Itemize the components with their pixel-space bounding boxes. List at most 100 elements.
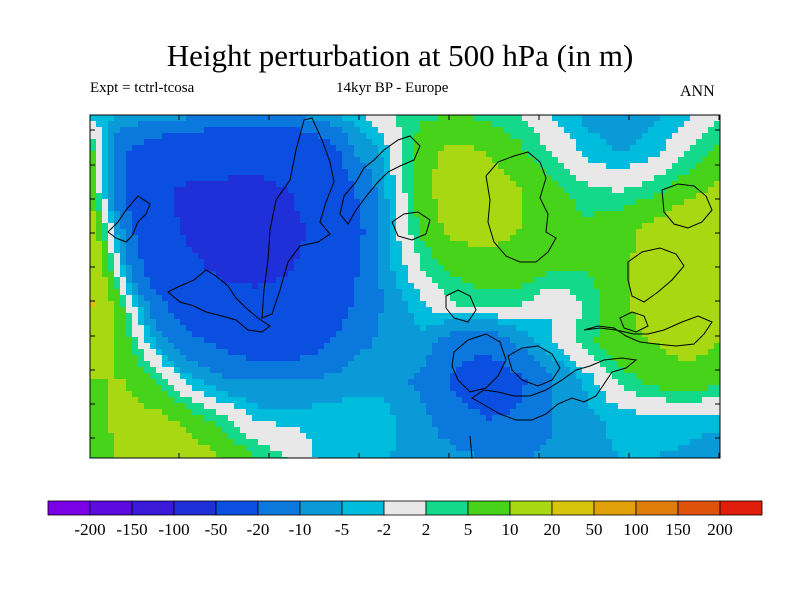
- field-cell: [120, 355, 127, 362]
- field-cell: [366, 229, 373, 236]
- field-cell: [426, 349, 433, 356]
- field-cell: [288, 193, 295, 200]
- field-cell: [432, 193, 439, 200]
- field-cell: [258, 271, 265, 278]
- field-cell: [270, 169, 277, 176]
- field-cell: [126, 199, 133, 206]
- field-cell: [564, 355, 571, 362]
- field-cell: [486, 145, 493, 152]
- field-cell: [138, 325, 145, 332]
- field-cell: [120, 343, 127, 350]
- field-cell: [492, 301, 499, 308]
- field-cell: [264, 247, 271, 254]
- field-cell: [564, 295, 571, 302]
- field-cell: [492, 349, 499, 356]
- field-cell: [372, 361, 379, 368]
- field-cell: [96, 349, 103, 356]
- field-cell: [246, 115, 253, 122]
- field-cell: [672, 223, 679, 230]
- field-cell: [462, 223, 469, 230]
- field-cell: [126, 163, 133, 170]
- field-cell: [186, 175, 193, 182]
- field-cell: [120, 295, 127, 302]
- field-cell: [174, 277, 181, 284]
- field-cell: [708, 199, 715, 206]
- field-cell: [558, 307, 565, 314]
- field-cell: [348, 355, 355, 362]
- field-cell: [222, 211, 229, 218]
- field-cell: [414, 151, 421, 158]
- field-cell: [270, 337, 277, 344]
- field-cell: [402, 145, 409, 152]
- field-cell: [582, 241, 589, 248]
- field-cell: [354, 175, 361, 182]
- field-cell: [492, 391, 499, 398]
- field-cell: [372, 187, 379, 194]
- field-cell: [276, 253, 283, 260]
- field-cell: [594, 385, 601, 392]
- field-cell: [522, 133, 529, 140]
- field-cell: [588, 211, 595, 218]
- field-cell: [234, 187, 241, 194]
- field-cell: [252, 241, 259, 248]
- field-cell: [462, 313, 469, 320]
- field-cell: [714, 283, 721, 290]
- field-cell: [438, 133, 445, 140]
- field-cell: [378, 373, 385, 380]
- field-cell: [228, 385, 235, 392]
- field-cell: [498, 121, 505, 128]
- field-cell: [660, 391, 667, 398]
- field-cell: [306, 259, 313, 266]
- field-cell: [444, 325, 451, 332]
- field-cell: [702, 157, 709, 164]
- field-cell: [264, 199, 271, 206]
- field-cell: [324, 367, 331, 374]
- field-cell: [594, 343, 601, 350]
- field-cell: [282, 151, 289, 158]
- field-cell: [498, 391, 505, 398]
- field-cell: [174, 139, 181, 146]
- field-cell: [522, 373, 529, 380]
- field-cell: [228, 199, 235, 206]
- field-cell: [336, 175, 343, 182]
- field-cell: [480, 229, 487, 236]
- field-cell: [282, 199, 289, 206]
- field-cell: [420, 307, 427, 314]
- field-cell: [444, 271, 451, 278]
- field-cell: [504, 373, 511, 380]
- field-cell: [198, 367, 205, 374]
- field-cell: [150, 349, 157, 356]
- field-cell: [396, 295, 403, 302]
- field-cell: [216, 199, 223, 206]
- field-cell: [672, 193, 679, 200]
- field-cell: [498, 265, 505, 272]
- field-cell: [240, 247, 247, 254]
- field-cell: [234, 241, 241, 248]
- field-cell: [684, 349, 691, 356]
- field-cell: [576, 199, 583, 206]
- field-cell: [600, 121, 607, 128]
- field-cell: [690, 133, 697, 140]
- field-cell: [696, 337, 703, 344]
- field-cell: [606, 283, 613, 290]
- field-cell: [702, 217, 709, 224]
- field-cell: [336, 121, 343, 128]
- field-cell: [348, 127, 355, 134]
- field-cell: [684, 253, 691, 260]
- field-cell: [654, 283, 661, 290]
- field-cell: [450, 313, 457, 320]
- field-cell: [384, 259, 391, 266]
- field-cell: [588, 289, 595, 296]
- field-cell: [564, 133, 571, 140]
- field-cell: [186, 373, 193, 380]
- field-cell: [150, 241, 157, 248]
- field-cell: [666, 367, 673, 374]
- field-cell: [594, 271, 601, 278]
- field-cell: [582, 343, 589, 350]
- field-cell: [198, 193, 205, 200]
- field-cell: [582, 349, 589, 356]
- field-cell: [696, 283, 703, 290]
- field-cell: [462, 259, 469, 266]
- field-cell: [486, 301, 493, 308]
